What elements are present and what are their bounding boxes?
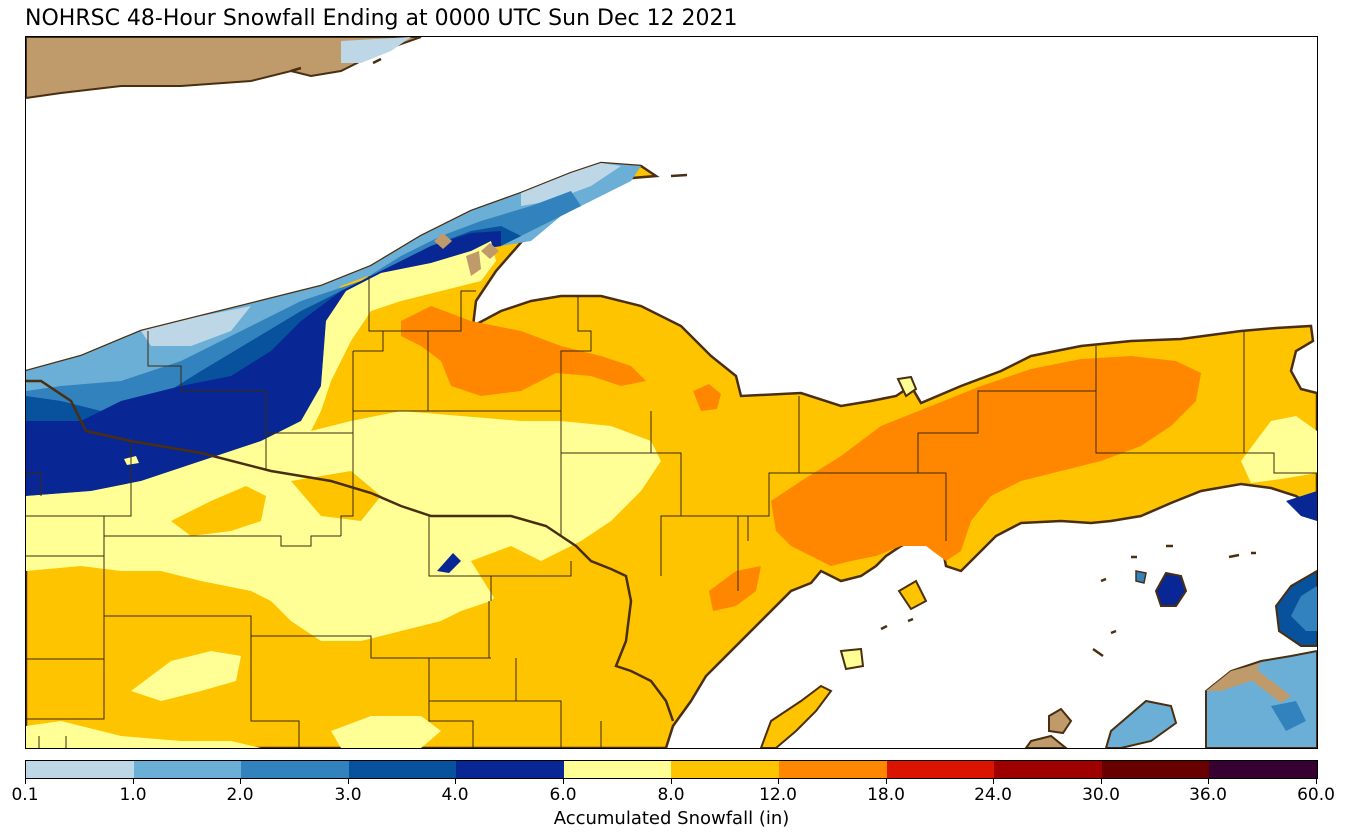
- colorbar-tick-label: 60.0: [1297, 785, 1335, 805]
- snow-zone-gold-pocket-1: [171, 486, 266, 536]
- colorbar-tick-label: 12.0: [759, 785, 797, 805]
- colorbar-bin-1: [133, 761, 242, 778]
- island-5: [759, 684, 833, 748]
- colorbar-tick: [1101, 778, 1102, 784]
- snow-zone-yellow-pale: [26, 241, 661, 641]
- snow-zone-blue-east-tip: [1286, 491, 1317, 521]
- colorbar-bin-10: [1101, 761, 1210, 778]
- colorbar-tick: [1208, 778, 1209, 784]
- colorbar-tick: [1316, 778, 1317, 784]
- map-title: NOHRSC 48-Hour Snowfall Ending at 0000 U…: [25, 6, 738, 31]
- county-boundaries: [26, 276, 1317, 748]
- colorbar-tick-label: 6.0: [549, 785, 577, 805]
- state-border-mn-wi: [26, 379, 675, 722]
- snow-zone-blue-darkest: [26, 231, 501, 496]
- snow-zone-yellow-pocket-3: [331, 716, 441, 748]
- lower-michigan-band: [1246, 669, 1291, 703]
- colorbar-tick-label: 3.0: [334, 785, 362, 805]
- colorbar-bin-8: [886, 761, 995, 778]
- colorbar-bin-6: [671, 761, 780, 778]
- lower-michigan: [1205, 649, 1317, 748]
- colorbar-bin-4: [456, 761, 564, 778]
- colorbar-tick: [133, 778, 134, 784]
- colorbar-tick: [886, 778, 887, 784]
- colorbar-tick: [455, 778, 456, 784]
- lower-michigan-tan: [1206, 663, 1261, 691]
- snow-zone-yellow-pocket-4: [1241, 416, 1317, 483]
- island-2: [1048, 707, 1073, 735]
- snow-zone-orange-east: [771, 356, 1201, 566]
- colorbar-tick-label: 18.0: [867, 785, 905, 805]
- colorbar-tick-label: 24.0: [974, 785, 1012, 805]
- island-6: [839, 647, 865, 671]
- colorbar-tick-label: 1.0: [119, 785, 147, 805]
- colorbar-ticks: [25, 778, 1318, 786]
- colorbar-tick-label: 4.0: [441, 785, 469, 805]
- colorbar-tick: [240, 778, 241, 784]
- snow-zone-orange-west: [401, 306, 646, 396]
- colorbar-tick: [993, 778, 994, 784]
- colorbar-tick-label: 0.1: [11, 785, 39, 805]
- colorbar-bin-0: [26, 761, 134, 778]
- no-snow-patch-2: [481, 243, 499, 259]
- east-shore-light: [1291, 586, 1317, 631]
- no-snow-patch-3: [466, 251, 481, 276]
- colorbar-bin-9: [994, 761, 1102, 778]
- island-1: [1154, 571, 1188, 607]
- colorbar-tick: [25, 778, 26, 784]
- island-3: [1024, 734, 1068, 748]
- colorbar-tick: [348, 778, 349, 784]
- island-9: [1135, 570, 1147, 584]
- colorbar-bin-2: [241, 761, 349, 778]
- colorbar-tick: [778, 778, 779, 784]
- island-8: [896, 375, 918, 398]
- snow-zone-blue-lightest-2: [521, 163, 621, 206]
- colorbar-bin-11: [1209, 761, 1317, 778]
- colorbar-bin-3: [348, 761, 457, 778]
- colorbar-tick-label: 36.0: [1189, 785, 1227, 805]
- snow-zone-yellow-pocket-2: [26, 721, 261, 748]
- colorbar-tick-label: 8.0: [657, 785, 685, 805]
- island-4: [1104, 699, 1178, 748]
- island-7: [897, 579, 928, 611]
- coastal-fragments: [290, 57, 1256, 658]
- snow-zone-orange-small: [693, 384, 721, 411]
- snowfall-map[interactable]: [25, 36, 1318, 749]
- snow-zone-blue-lightest: [141, 306, 251, 346]
- colorbar-bin-7: [779, 761, 887, 778]
- snow-zone-orange-south: [709, 566, 761, 611]
- colorbar-title: Accumulated Snowfall (in): [553, 808, 790, 829]
- colorbar-tick: [671, 778, 672, 784]
- colorbar: [25, 760, 1318, 779]
- colorbar-tick-label: 30.0: [1082, 785, 1120, 805]
- snow-zone-blue-pocket: [437, 553, 461, 573]
- colorbar-bin-5: [563, 761, 672, 778]
- colorbar-tick-labels: 0.1 1.0 2.0 3.0 4.0 6.0 8.0 12.0 18.0 24.0 30.0 36.…: [11, 785, 1334, 805]
- snow-zone-gold-pocket-2: [291, 471, 381, 521]
- snow-zone-yellow-pocket-1: [131, 651, 241, 701]
- ontario-snow: [341, 37, 411, 63]
- colorbar-tick-label: 2.0: [226, 785, 254, 805]
- no-snow-patch-1: [434, 233, 452, 249]
- colorbar-tick: [563, 778, 564, 784]
- lower-michigan-dark: [1271, 701, 1306, 731]
